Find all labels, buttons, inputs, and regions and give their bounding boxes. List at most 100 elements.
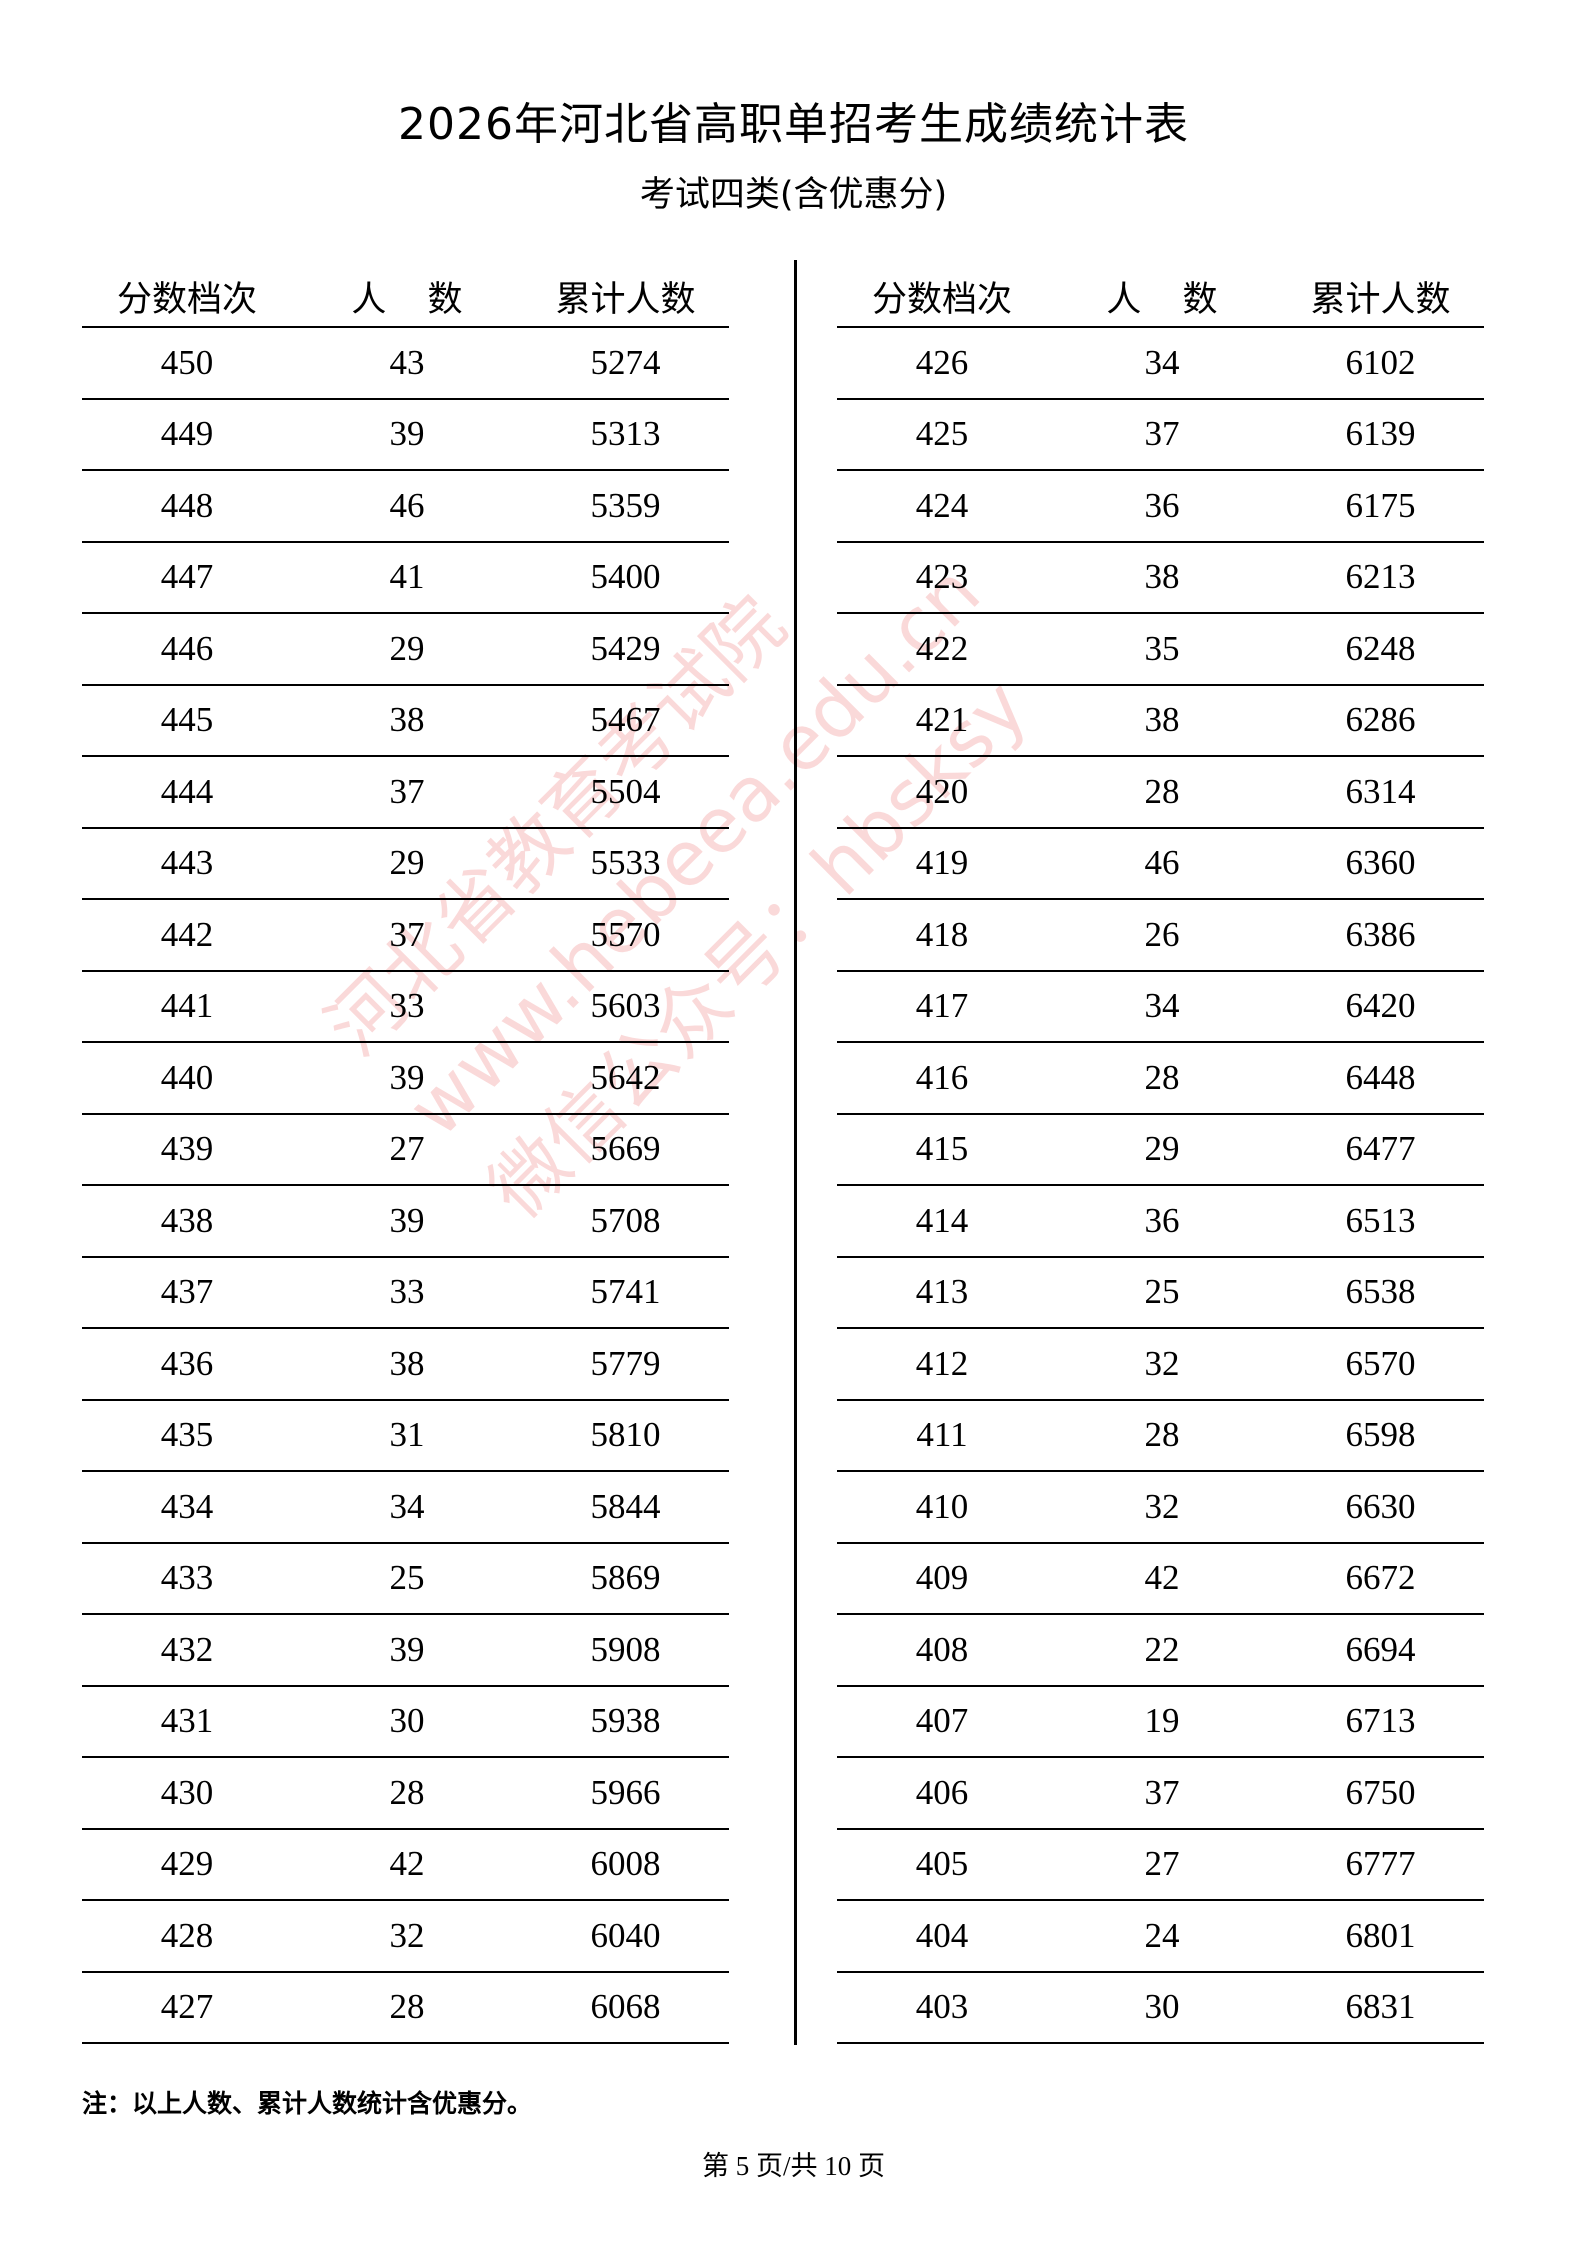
- count-cell: 43: [389, 342, 425, 382]
- count-cell: 39: [389, 414, 425, 454]
- cumulative-cell: 5313: [590, 414, 661, 454]
- cumulative-cell: 6630: [1345, 1486, 1416, 1526]
- cumulative-cell: 6477: [1345, 1129, 1416, 1169]
- count-cell: 42: [1144, 1558, 1180, 1598]
- count-cell: 38: [1144, 557, 1180, 597]
- table-row: 405 27 6777: [837, 1830, 1484, 1901]
- cumulative-cell: 6386: [1345, 914, 1416, 954]
- score-cell: 419: [915, 843, 969, 883]
- count-cell: 29: [1144, 1129, 1180, 1169]
- score-cell: 417: [915, 986, 969, 1026]
- table-row: 430 28 5966: [82, 1758, 729, 1830]
- score-cell: 439: [160, 1129, 214, 1169]
- table-row: 415 29 6477: [837, 1115, 1484, 1186]
- table-row: 427 28 6068: [82, 1973, 729, 2044]
- score-cell: 421: [915, 700, 969, 740]
- table-row: 440 39 5642: [82, 1043, 729, 1115]
- count-cell: 25: [389, 1558, 425, 1598]
- score-cell: 431: [160, 1701, 214, 1741]
- score-cell: 432: [160, 1629, 214, 1669]
- score-cell: 424: [915, 485, 969, 525]
- cumulative-cell: 6139: [1345, 414, 1416, 454]
- header-score: 分数档次: [871, 279, 1012, 320]
- cumulative-cell: 6672: [1345, 1558, 1416, 1598]
- score-cell: 426: [915, 342, 969, 382]
- cumulative-cell: 6694: [1345, 1629, 1416, 1669]
- score-table-left: 分数档次 人 数 累计人数 450 43 5274 449 39 5313 448 46 535…: [82, 266, 729, 2044]
- header-count: 人 数: [351, 279, 463, 320]
- cumulative-cell: 5844: [590, 1486, 661, 1526]
- count-cell: 38: [389, 700, 425, 740]
- table-row: 412 32 6570: [837, 1329, 1484, 1401]
- cumulative-cell: 6420: [1345, 986, 1416, 1026]
- count-cell: 34: [389, 1486, 425, 1526]
- count-cell: 19: [1144, 1701, 1180, 1741]
- table-row: 416 28 6448: [837, 1043, 1484, 1115]
- table-row: 449 39 5313: [82, 400, 729, 471]
- score-cell: 433: [160, 1558, 214, 1598]
- table-header: 分数档次 人 数 累计人数: [82, 266, 729, 328]
- cumulative-cell: 5274: [590, 342, 661, 382]
- cumulative-cell: 5869: [590, 1558, 661, 1598]
- score-cell: 448: [160, 485, 214, 525]
- cumulative-cell: 5642: [590, 1057, 661, 1097]
- score-cell: 444: [160, 771, 214, 811]
- cumulative-cell: 5779: [590, 1343, 661, 1383]
- count-cell: 28: [1144, 1057, 1180, 1097]
- count-cell: 30: [1144, 1987, 1180, 2027]
- cumulative-cell: 6175: [1345, 485, 1416, 525]
- count-cell: 37: [1144, 414, 1180, 454]
- cumulative-cell: 6213: [1345, 557, 1416, 597]
- cumulative-cell: 5400: [590, 557, 661, 597]
- count-cell: 27: [1144, 1844, 1180, 1884]
- score-cell: 414: [915, 1200, 969, 1240]
- table-row: 447 41 5400: [82, 543, 729, 614]
- cumulative-cell: 5603: [590, 986, 661, 1026]
- header-score: 分数档次: [116, 279, 257, 320]
- table-row: 404 24 6801: [837, 1901, 1484, 1973]
- table-row: 439 27 5669: [82, 1115, 729, 1186]
- table-row: 448 46 5359: [82, 471, 729, 543]
- table-row: 436 38 5779: [82, 1329, 729, 1401]
- score-cell: 409: [915, 1558, 969, 1598]
- cumulative-cell: 6448: [1345, 1057, 1416, 1097]
- cumulative-cell: 6750: [1345, 1772, 1416, 1812]
- score-cell: 447: [160, 557, 214, 597]
- table-row: 443 29 5533: [82, 829, 729, 900]
- table-row: 438 39 5708: [82, 1186, 729, 1258]
- score-cell: 441: [160, 986, 214, 1026]
- page-subtitle: 考试四类(含优惠分): [639, 175, 948, 215]
- score-cell: 413: [915, 1272, 969, 1312]
- count-cell: 30: [389, 1701, 425, 1741]
- cumulative-cell: 6102: [1345, 342, 1416, 382]
- count-cell: 46: [389, 485, 425, 525]
- table-row: 425 37 6139: [837, 400, 1484, 471]
- score-cell: 440: [160, 1057, 214, 1097]
- score-cell: 449: [160, 414, 214, 454]
- count-cell: 28: [1144, 771, 1180, 811]
- count-cell: 33: [389, 986, 425, 1026]
- score-cell: 412: [915, 1343, 969, 1383]
- score-cell: 403: [915, 1987, 969, 2027]
- cumulative-cell: 5708: [590, 1200, 661, 1240]
- count-cell: 35: [1144, 628, 1180, 668]
- count-cell: 42: [389, 1844, 425, 1884]
- table-row: 423 38 6213: [837, 543, 1484, 614]
- count-cell: 39: [389, 1057, 425, 1097]
- score-cell: 408: [915, 1629, 969, 1669]
- count-cell: 28: [1144, 1415, 1180, 1455]
- count-cell: 32: [1144, 1343, 1180, 1383]
- table-row: 420 28 6314: [837, 757, 1484, 829]
- score-cell: 425: [915, 414, 969, 454]
- table-row: 435 31 5810: [82, 1401, 729, 1472]
- score-cell: 438: [160, 1200, 214, 1240]
- cumulative-cell: 5669: [590, 1129, 661, 1169]
- count-cell: 31: [389, 1415, 425, 1455]
- cumulative-cell: 5570: [590, 914, 661, 954]
- table-row: 426 34 6102: [837, 328, 1484, 400]
- score-cell: 404: [915, 1915, 969, 1955]
- cumulative-cell: 6248: [1345, 628, 1416, 668]
- table-row: 450 43 5274: [82, 328, 729, 400]
- score-cell: 411: [916, 1415, 968, 1455]
- cumulative-cell: 6286: [1345, 700, 1416, 740]
